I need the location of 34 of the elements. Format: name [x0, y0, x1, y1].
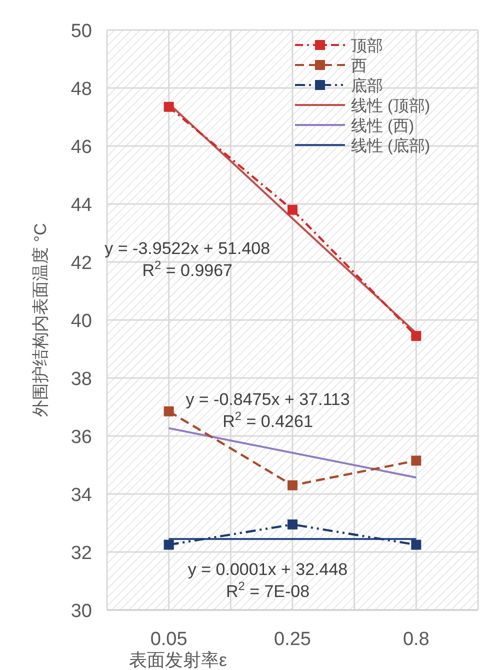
- legend-label: 线性 (西): [351, 117, 414, 135]
- point: [164, 540, 174, 550]
- y-tick-label: 30: [70, 601, 92, 622]
- point: [411, 456, 422, 466]
- point: [288, 204, 298, 215]
- point: [411, 330, 422, 341]
- annotation: y = -0.8475x + 37.113 R$^{2}$ = 0.4261: [186, 390, 350, 431]
- x-tick-label: 0.25: [274, 629, 311, 650]
- point: [411, 540, 422, 550]
- legend-label: 西: [351, 58, 367, 75]
- x-tick-label: 0.05: [150, 629, 188, 650]
- x-tick-label: 0.8: [402, 629, 430, 650]
- legend-label: 顶部: [351, 37, 383, 55]
- y-tick-label: 44: [70, 195, 92, 216]
- y-tick-label: 50: [70, 21, 92, 42]
- point: [288, 519, 298, 530]
- y-tick-label: 32: [70, 543, 92, 564]
- y-axis-title: 外围护结构内表面温度 °C: [31, 223, 50, 417]
- point: [164, 406, 174, 416]
- y-tick-label: 34: [70, 485, 92, 506]
- annotation: y = 0.0001x + 32.448 R$^{2}$ = 7E-08: [188, 560, 348, 601]
- annotation: y = -3.9522x + 51.408 R$^{2}$ = 0.9967: [104, 239, 270, 280]
- y-tick-label: 40: [70, 311, 92, 332]
- legend-label: 底部: [351, 77, 383, 95]
- y-tick-label: 38: [70, 369, 92, 390]
- legend-label: 线性 (底部): [351, 137, 430, 155]
- point: [164, 102, 174, 112]
- y-tick-label: 36: [70, 427, 92, 448]
- y-tick-label: 42: [70, 253, 92, 274]
- point: [288, 480, 298, 490]
- y-tick-label: 46: [70, 137, 92, 158]
- x-axis-title: 表面发射率ε: [128, 650, 228, 670]
- y-tick-label: 48: [70, 79, 92, 100]
- legend-label: 线性 (顶部): [351, 97, 430, 115]
